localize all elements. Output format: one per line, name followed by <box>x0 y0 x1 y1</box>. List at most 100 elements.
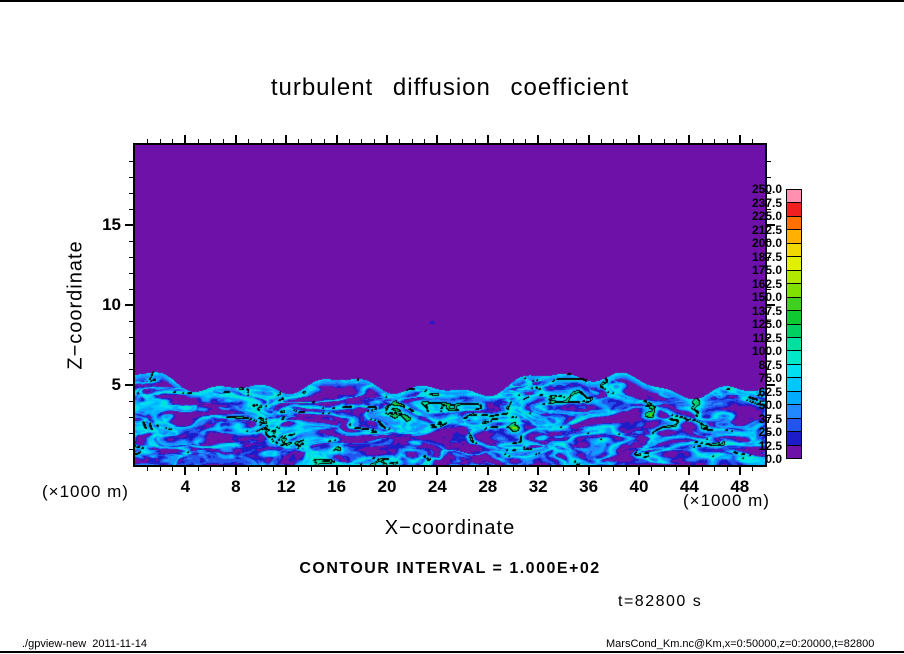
x-minor-tick <box>222 467 224 471</box>
x-tick-label: 16 <box>327 477 347 496</box>
x-major-tick-top <box>436 135 439 143</box>
colorbar-cell <box>787 229 801 243</box>
x-minor-tick <box>701 467 703 471</box>
x-minor-tick <box>373 467 375 471</box>
x-major-tick-top <box>184 135 187 143</box>
x-major-tick <box>335 467 338 475</box>
x-major-tick <box>486 467 489 475</box>
plot-frame <box>133 143 767 467</box>
z-tick-label: 10 <box>102 295 121 314</box>
z-minor-tick-right <box>767 208 771 210</box>
time-label: t=82800 s <box>618 593 703 610</box>
y-axis-unit-label: (×1000 m) <box>42 482 129 501</box>
z-minor-tick-right <box>767 368 771 370</box>
x-minor-tick <box>323 467 325 471</box>
z-minor-tick-right <box>767 320 771 322</box>
colorbar-cell <box>787 363 801 378</box>
z-minor-tick-right <box>767 400 771 402</box>
x-minor-tick <box>726 467 728 471</box>
x-major-tick-top <box>234 135 237 143</box>
x-minor-tick <box>676 467 678 471</box>
x-minor-tick <box>625 467 627 471</box>
z-minor-tick-right <box>767 240 771 242</box>
colorbar-cell <box>787 336 801 351</box>
z-minor-tick-right <box>767 416 771 418</box>
x-major-tick-top <box>386 135 388 143</box>
colorbar-cell <box>787 190 801 203</box>
x-minor-tick <box>424 467 426 471</box>
x-minor-tick <box>147 467 149 471</box>
x-major-tick <box>738 467 741 475</box>
x-minor-tick <box>298 467 300 471</box>
colorbar-cell <box>787 296 801 311</box>
x-tick-label: 12 <box>276 477 296 496</box>
z-major-tick-right <box>767 384 775 386</box>
z-minor-tick-right <box>767 336 771 338</box>
x-major-tick <box>285 467 288 475</box>
z-major-tick <box>125 224 133 226</box>
x-tick-label: 24 <box>427 477 447 496</box>
x-minor-tick <box>462 467 464 471</box>
colorbar-cell <box>787 417 801 432</box>
x-minor-tick <box>525 467 527 471</box>
x-major-tick-top <box>285 135 288 143</box>
bottom-rule <box>0 651 904 653</box>
x-major-tick-top <box>587 135 590 143</box>
x-axis-label: X−coordinate <box>384 517 516 539</box>
heatmap-canvas <box>135 145 765 465</box>
x-minor-tick <box>159 467 161 471</box>
colorbar-cell <box>787 444 801 459</box>
x-minor-tick <box>751 467 753 471</box>
x-minor-tick <box>562 467 564 471</box>
x-major-tick <box>386 467 388 475</box>
colorbar-cell <box>787 310 801 324</box>
z-minor-tick-right <box>767 288 771 290</box>
x-minor-tick <box>273 467 275 471</box>
x-axis-unit-label: (×1000 m) <box>683 491 770 510</box>
y-axis-label: Z−coordinate <box>64 240 87 370</box>
x-major-tick <box>184 467 187 475</box>
z-major-tick <box>125 304 133 306</box>
colorbar-cell <box>787 404 801 418</box>
colorbar <box>786 189 802 459</box>
contour-interval-label: CONTOUR INTERVAL = 1.000E+02 <box>299 560 601 577</box>
x-major-tick-top <box>537 135 540 143</box>
x-minor-tick <box>474 467 476 471</box>
z-major-tick-right <box>767 304 775 306</box>
x-minor-tick <box>512 467 514 471</box>
colorbar-cell <box>787 215 801 230</box>
x-major-tick <box>688 467 691 475</box>
x-major-tick <box>234 467 237 475</box>
x-minor-tick <box>449 467 451 471</box>
colorbar-cell <box>787 431 801 445</box>
colorbar-cell <box>787 390 801 405</box>
x-minor-tick <box>247 467 249 471</box>
z-minor-tick-right <box>767 160 771 162</box>
z-minor-tick-right <box>767 352 771 354</box>
x-tick-label: 28 <box>478 477 498 496</box>
x-major-tick-top <box>638 135 640 143</box>
x-major-tick <box>587 467 590 475</box>
x-major-tick <box>436 467 439 475</box>
x-tick-label: 8 <box>231 477 241 496</box>
z-minor-tick-right <box>767 256 771 258</box>
z-minor-tick-right <box>767 448 771 450</box>
x-major-tick <box>537 467 540 475</box>
x-major-tick-top <box>486 135 489 143</box>
colorbar-cell <box>787 283 801 297</box>
x-minor-tick <box>499 467 501 471</box>
x-minor-tick <box>411 467 413 471</box>
footer-right: MarsCond_Km.nc@Km,x=0:50000,z=0:20000,t=… <box>606 638 875 650</box>
footer-left: ./gpview-new 2011-11-14 <box>22 638 147 650</box>
x-major-tick-top <box>335 135 338 143</box>
x-minor-tick <box>550 467 552 471</box>
top-rule <box>0 0 904 2</box>
x-tick-label: 36 <box>579 477 599 496</box>
x-major-tick-top <box>688 135 691 143</box>
x-tick-label: 4 <box>180 477 191 496</box>
colorbar-cell <box>787 256 801 270</box>
colorbar-cell <box>787 242 801 257</box>
colorbar-cell <box>787 202 801 216</box>
x-minor-tick <box>310 467 312 471</box>
